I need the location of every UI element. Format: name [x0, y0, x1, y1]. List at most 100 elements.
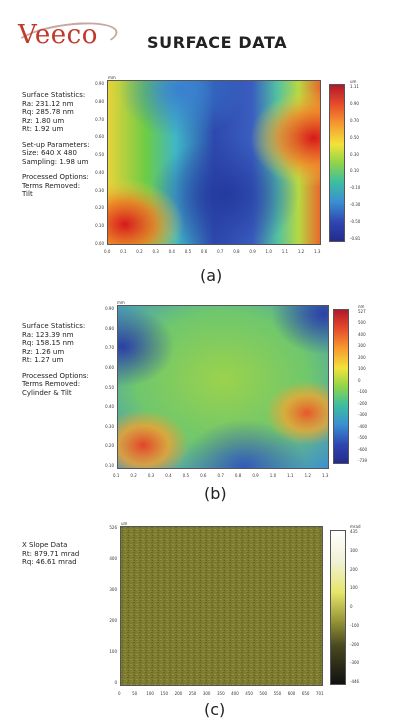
panel-a-heatmap-image — [108, 81, 320, 244]
x-tick-label: 1.0 — [265, 249, 272, 254]
y-tick-label: 400 — [109, 556, 117, 561]
x-tick-label: 600 — [287, 691, 296, 696]
scale-tick-label: -200 — [350, 641, 360, 647]
stat-rz: Rz: 1.26 um — [22, 347, 65, 356]
scale-tick-label: -200 — [358, 400, 368, 406]
stat-rt: Rt: 1.27 um — [22, 356, 64, 364]
brand-name: Veeco — [18, 20, 98, 50]
x-tick-label: 1.0 — [269, 473, 277, 478]
x-tick-label: 0.5 — [182, 473, 190, 478]
stat-rz: Rz: 1.80 um — [22, 116, 65, 125]
panel-b-scale-unit: nm — [358, 304, 365, 309]
options-value: Tilt — [22, 190, 33, 198]
scale-tick-label: 0.10 — [350, 168, 359, 174]
options-value: Cylinder & Tilt — [22, 388, 72, 397]
scale-tick-label: 527 — [358, 309, 366, 314]
x-tick-label: 0 — [118, 691, 121, 696]
panel-c-color-scale — [330, 530, 346, 685]
stat-rq: Rq: 158.15 nm — [22, 339, 74, 347]
x-tick-label: 0.0 — [104, 249, 111, 254]
x-tick-label: 0.4 — [168, 249, 175, 254]
x-tick-label: 100 — [146, 691, 154, 696]
slope-heading: X Slope Data — [22, 541, 68, 549]
scale-tick-label: 0.50 — [350, 134, 359, 140]
x-tick-label: 50 — [132, 691, 138, 696]
panel-a-surface-map — [107, 80, 321, 245]
options-heading: Processed Options: — [22, 371, 89, 380]
scale-tick-label: 0.70 — [350, 117, 359, 123]
stat-rt: Rt: 1.92 um — [22, 125, 64, 133]
scale-tick-label: -600 — [358, 446, 368, 452]
scale-tick-label: 100 — [358, 366, 366, 372]
y-tick-label: 200 — [109, 618, 117, 623]
scale-tick-label: 500 — [358, 320, 366, 326]
scale-tick-label: 300 — [358, 343, 366, 349]
x-tick-label: 1.3 — [314, 249, 321, 254]
panel-c-statistics: X Slope Data Rt: 879.71 mrad Rq: 46.61 m… — [22, 541, 102, 567]
scale-tick-label: 0 — [358, 377, 361, 383]
panel-c-scale-unit: mrad — [350, 524, 361, 529]
scale-tick-label: -739 — [358, 458, 368, 463]
x-tick-label: 500 — [259, 691, 268, 696]
veeco-logo: Veeco — [12, 16, 120, 62]
y-tick-label: 0.90 — [105, 306, 114, 311]
y-tick-label: 0.40 — [95, 169, 104, 175]
x-tick-label: 450 — [245, 691, 253, 696]
y-tick-label: 0.70 — [105, 345, 114, 351]
scale-tick-label: 200 — [350, 566, 358, 572]
x-tick-label: 1.2 — [297, 249, 305, 254]
scale-tick-label: 1.11 — [350, 84, 359, 89]
x-tick-label: 701 — [316, 691, 324, 696]
panel-c-slope-map — [120, 526, 323, 686]
x-tick-label: 200 — [174, 691, 183, 696]
stat-rq: Rq: 46.61 mrad — [22, 558, 77, 566]
panel-b-heatmap-image — [118, 306, 328, 468]
x-tick-label: 1.1 — [287, 473, 294, 478]
x-tick-label: 300 — [202, 691, 211, 696]
x-tick-label: 0.6 — [200, 473, 207, 478]
y-tick-label: 0.30 — [95, 187, 104, 193]
x-tick-label: 0.3 — [147, 473, 155, 478]
panel-a-statistics: Surface Statistics: Ra: 231.12 nm Rq: 28… — [22, 91, 102, 199]
scale-tick-label: -300 — [350, 660, 360, 666]
setup-sampling: Sampling: 1.98 um — [22, 157, 89, 166]
y-tick-label: 0.60 — [105, 364, 114, 370]
stats-heading: Surface Statistics: — [22, 322, 86, 330]
x-tick-label: 350 — [217, 691, 225, 696]
panel-b-statistics: Surface Statistics: Ra: 123.39 nm Rq: 15… — [22, 322, 102, 397]
scale-tick-label: -0.50 — [350, 219, 361, 225]
panel-a-scale-unit: um — [350, 79, 357, 84]
page-title: SURFACE DATA — [147, 33, 288, 52]
y-tick-label: 0.90 — [95, 81, 104, 86]
x-tick-label: 0.2 — [136, 249, 143, 254]
x-tick-label: 1.3 — [322, 473, 329, 478]
panel-c-x-unit: um — [121, 521, 128, 526]
y-tick-label: 0.30 — [105, 423, 114, 429]
panel-b-color-scale — [333, 309, 349, 464]
y-tick-label: 0.20 — [95, 205, 104, 211]
x-tick-label: 0.8 — [233, 249, 240, 254]
y-tick-label: 0.00 — [95, 241, 104, 246]
x-tick-label: 0.6 — [200, 249, 208, 254]
scale-tick-label: -100 — [350, 622, 360, 628]
y-tick-label: 0.10 — [105, 463, 114, 468]
y-tick-label: 100 — [109, 649, 117, 654]
options-terms: Terms Removed: — [22, 181, 81, 190]
scale-tick-label: -500 — [358, 435, 368, 441]
panel-b-label: (b) — [204, 484, 227, 503]
scale-tick-label: -0.30 — [350, 202, 361, 208]
scale-tick-label: 0 — [350, 604, 353, 609]
x-tick-label: 150 — [160, 691, 169, 696]
y-tick-label: 0.40 — [105, 404, 114, 410]
panel-c-label: (c) — [204, 700, 226, 719]
y-tick-label: 0.10 — [95, 223, 104, 229]
scale-tick-label: -100 — [358, 389, 368, 395]
stat-ra: Ra: 123.39 nm — [22, 330, 74, 339]
stats-heading: Surface Statistics: — [22, 91, 86, 99]
options-heading: Processed Options: — [22, 173, 89, 181]
stat-rt: Rt: 879.71 mrad — [22, 549, 80, 558]
panel-a-label: (a) — [200, 266, 223, 285]
x-tick-label: 0.2 — [130, 473, 137, 478]
panel-c-slope-image — [121, 527, 322, 685]
x-tick-label: 0.9 — [252, 473, 259, 478]
